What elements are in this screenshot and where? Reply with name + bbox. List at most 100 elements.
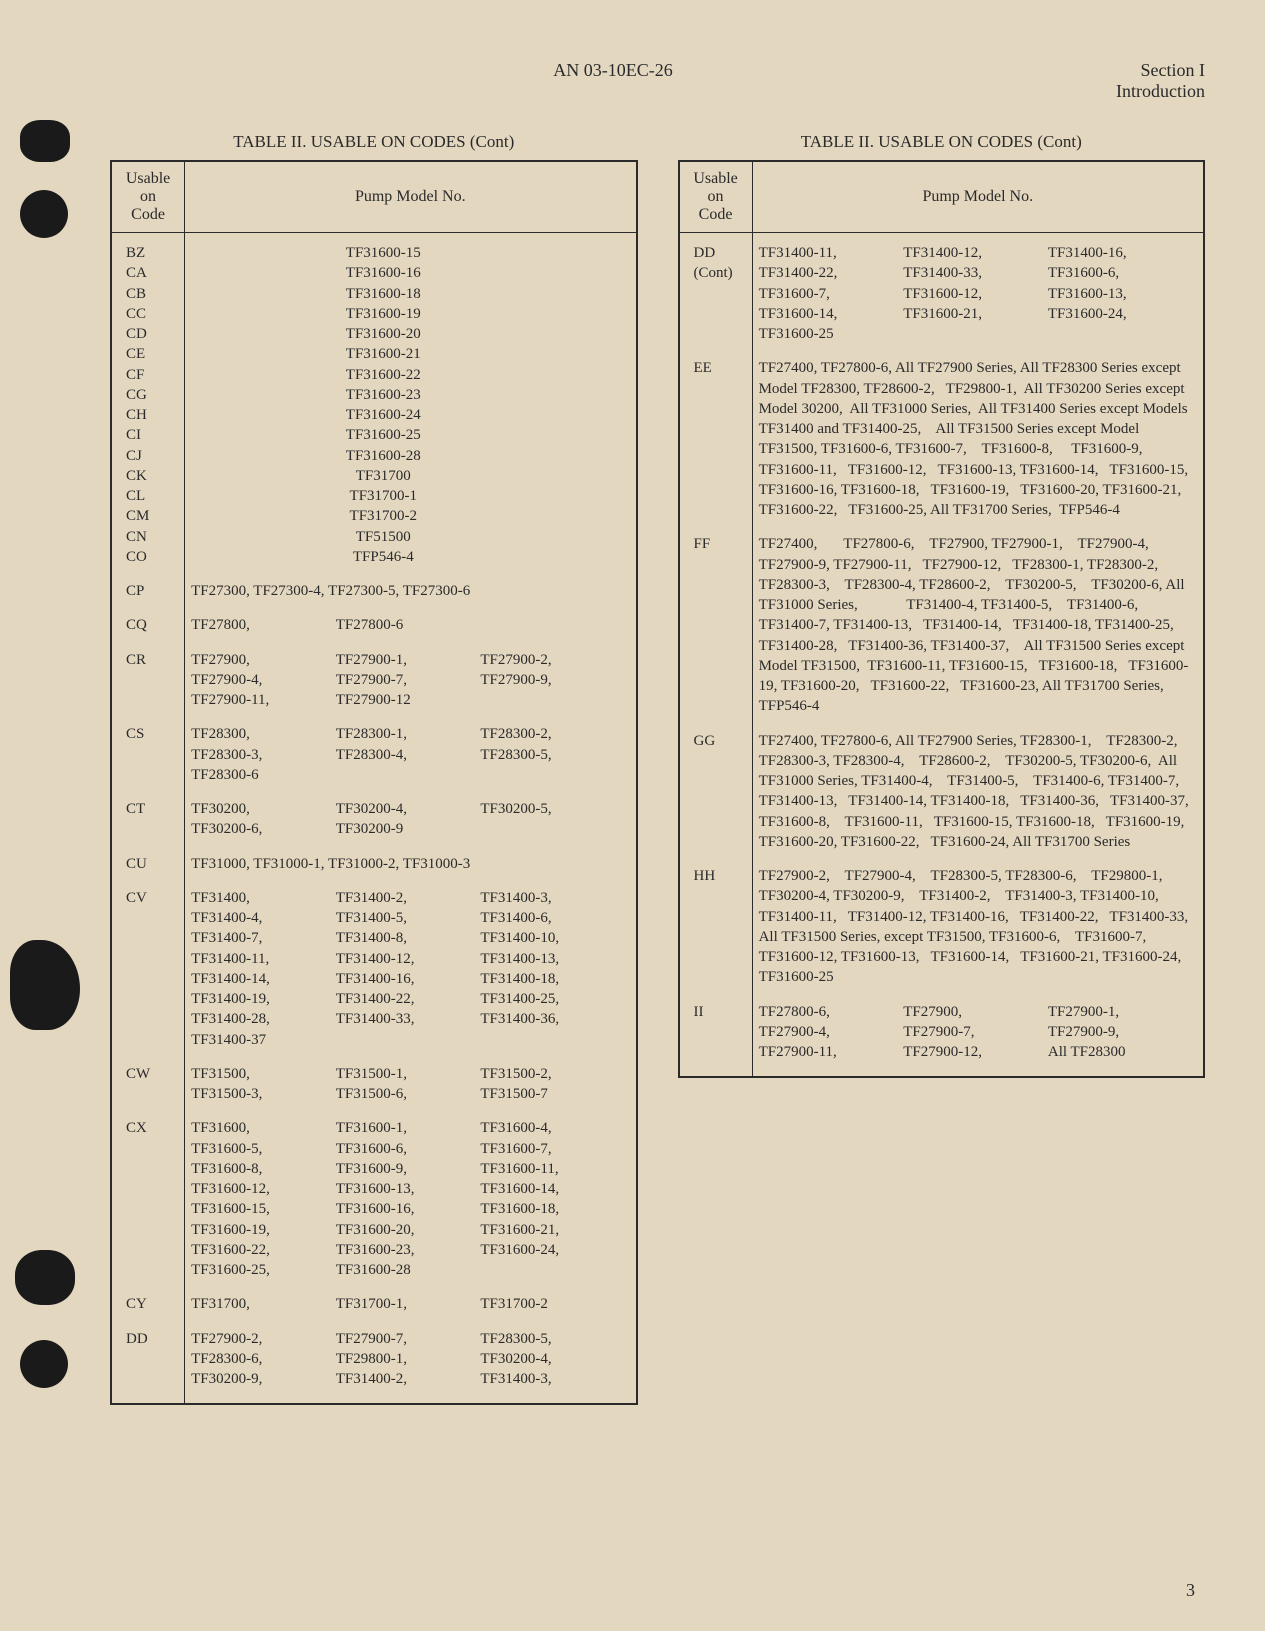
pump-model: TF30200-5, <box>480 799 625 819</box>
pump-model: TF31600-7, <box>759 284 904 304</box>
pump-model: TF28300-5, <box>480 1329 625 1349</box>
code-cell: CI <box>126 425 174 445</box>
pump-model: TF27900-4, <box>191 670 336 690</box>
pump-model: TF27900-4, <box>759 1022 904 1042</box>
pump-model: TF27900-7, <box>903 1022 1048 1042</box>
pump-model: TF31600-12, <box>191 1179 336 1199</box>
pump-model: All TF28300 <box>1048 1042 1193 1062</box>
pump-model: TF51500 <box>191 527 625 547</box>
pump-model: TF31600-25 <box>191 425 625 445</box>
pump-model: TF31600-20, <box>336 1220 481 1240</box>
pump-model: TF31400-2, <box>336 1369 481 1389</box>
pump-model: TF31600-20 <box>191 324 625 344</box>
code-cell: CD <box>126 324 174 344</box>
pump-model: TF31600-24, <box>1048 304 1193 324</box>
section-label: Section I <box>1116 60 1205 81</box>
code-cell: CR <box>126 650 174 711</box>
pump-model: TF28300-5, <box>480 745 625 765</box>
pump-model: TF31400-7, <box>191 928 336 948</box>
pump-model: TF31400-3, <box>480 888 625 908</box>
pump-model: TF30200-4, <box>480 1349 625 1369</box>
pump-model: TF31600-9, <box>336 1159 481 1179</box>
pump-model-text: TF27900-2, TF27900-4, TF28300-5, TF28300… <box>759 866 1193 988</box>
pump-model: TF28300-6, <box>191 1349 336 1369</box>
pump-model: TF28300-6 <box>191 765 336 785</box>
pump-model: TFP546-4 <box>191 547 625 567</box>
punch-hole <box>10 940 80 1030</box>
pump-model: TF31600-14, <box>759 304 904 324</box>
subsection-label: Introduction <box>1116 81 1205 102</box>
pump-model-text: TF27400, TF27800-6, TF27900, TF27900-1, … <box>759 534 1193 716</box>
pump-model: TF31600-23, <box>336 1240 481 1260</box>
pump-model: TF31700-2 <box>191 506 625 526</box>
code-cell: CS <box>126 724 174 785</box>
pump-model: TF31600-18, <box>480 1199 625 1219</box>
punch-hole <box>20 190 68 238</box>
pump-model: TF31700, <box>191 1294 336 1314</box>
code-cell: CB <box>126 284 174 304</box>
pump-model: TF31400-6, <box>480 908 625 928</box>
pump-model: TF31600-18 <box>191 284 625 304</box>
pump-model: TF31500, <box>191 1064 336 1084</box>
pump-model: TF31600-16, <box>336 1199 481 1219</box>
code-cell: CK <box>126 466 174 486</box>
codes-table-right: UsableonCode Pump Model No. DD(Cont)EEFF… <box>678 160 1206 1078</box>
pump-model: TF31500-1, <box>336 1064 481 1084</box>
pump-model-text: TF27400, TF27800-6, All TF27900 Series, … <box>759 731 1193 853</box>
pump-model: TF27900-11, <box>191 690 336 710</box>
punch-hole <box>20 120 70 162</box>
pump-model: TF30200-9 <box>336 819 481 839</box>
pump-model: TF28300, <box>191 724 336 744</box>
pump-model: TF31400-14, <box>191 969 336 989</box>
pump-model: TF31500-3, <box>191 1084 336 1104</box>
pump-model: TF31600-21, <box>480 1220 625 1240</box>
code-cell: CO <box>126 547 174 567</box>
pump-model: TF31600-14, <box>480 1179 625 1199</box>
page-number: 3 <box>1186 1580 1195 1601</box>
pump-model: TF27900-1, <box>1048 1002 1193 1022</box>
pump-model: TF27900, <box>903 1002 1048 1022</box>
pump-model: TF27800-6 <box>336 615 481 635</box>
pump-model: TF31500-2, <box>480 1064 625 1084</box>
pump-model: TF28300-4, <box>336 745 481 765</box>
code-cell: CP <box>126 581 174 601</box>
code-cell: CM <box>126 506 174 526</box>
pump-model: TF31600-23 <box>191 385 625 405</box>
code-cell: CQ <box>126 615 174 635</box>
codes-table-left: UsableonCode Pump Model No. BZCACBCCCDCE… <box>110 160 638 1405</box>
code-cell: CT <box>126 799 174 840</box>
col-header-pump: Pump Model No. <box>185 161 637 233</box>
code-cell: CF <box>126 365 174 385</box>
pump-model: TF31400-5, <box>336 908 481 928</box>
pump-model: TF31700-1 <box>191 486 625 506</box>
page-header: AN 03-10EC-26 Section I Introduction <box>110 60 1205 102</box>
pump-model: TF31600-7, <box>480 1139 625 1159</box>
pump-model: TF31400-2, <box>336 888 481 908</box>
pump-model: TF31600-11, <box>480 1159 625 1179</box>
code-cell: CL <box>126 486 174 506</box>
punch-hole <box>20 1340 68 1388</box>
code-cell: GG <box>694 731 742 853</box>
pump-model: TF31400-16, <box>336 969 481 989</box>
pump-model: TF27900-12, <box>903 1042 1048 1062</box>
code-cell: CX <box>126 1118 174 1280</box>
pump-model: TF27800-6, <box>759 1002 904 1022</box>
pump-model: TF31400-3, <box>480 1369 625 1389</box>
pump-model: TF27900, <box>191 650 336 670</box>
pump-model: TF31600-13, <box>1048 284 1193 304</box>
code-cell: DD <box>126 1329 174 1390</box>
code-cell: DD(Cont) <box>694 243 742 344</box>
pump-model: TF31400-10, <box>480 928 625 948</box>
code-cell: HH <box>694 866 742 988</box>
pump-model: TF28300-3, <box>191 745 336 765</box>
pump-model: TF31600, <box>191 1118 336 1138</box>
pump-model: TF31400-25, <box>480 989 625 1009</box>
pump-model: TF29800-1, <box>336 1349 481 1369</box>
pump-model: TF31600-22 <box>191 365 625 385</box>
pump-model: TF31400-16, <box>1048 243 1193 263</box>
pump-model: TF31600-6, <box>1048 263 1193 283</box>
punch-hole <box>15 1250 75 1305</box>
col-header-code: UsableonCode <box>679 161 753 233</box>
pump-model: TF31600-25, <box>191 1260 336 1280</box>
code-cell: CG <box>126 385 174 405</box>
